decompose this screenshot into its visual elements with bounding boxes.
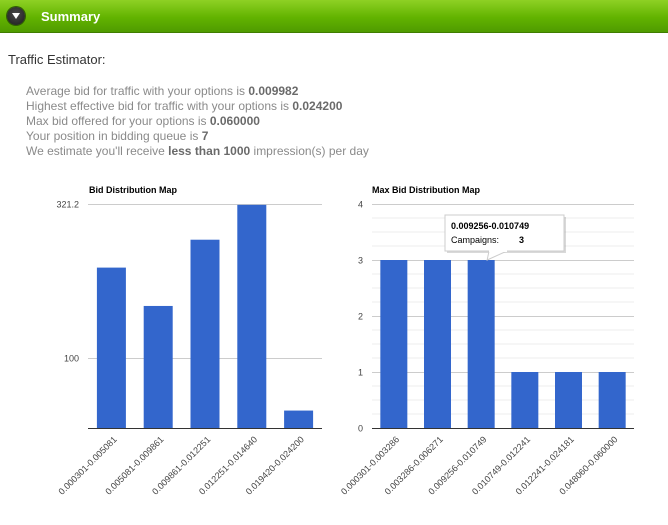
maxbid-y-tick-label: 4 bbox=[358, 200, 363, 210]
bid-bar[interactable] bbox=[284, 410, 314, 428]
queue-position-value: 7 bbox=[201, 129, 209, 143]
tooltip-pointer bbox=[486, 250, 508, 261]
max-bid-distribution-title: Max Bid Distribution Map bbox=[372, 185, 480, 195]
bid-y-tick-label: 321.2 bbox=[56, 200, 79, 210]
bid-bar[interactable] bbox=[143, 305, 173, 428]
highest-bid-line: Highest effective bid for traffic with y… bbox=[26, 99, 343, 113]
average-bid-value: 0.009982 bbox=[248, 84, 299, 98]
bid-distribution-title: Bid Distribution Map bbox=[89, 185, 177, 195]
maxbid-y-tick-label: 2 bbox=[358, 312, 363, 322]
max-bid-line: Max bid offered for your options is 0.06… bbox=[26, 114, 260, 128]
header-title: Summary bbox=[41, 9, 101, 24]
tooltip-campaigns-value: 3 bbox=[519, 235, 524, 245]
impressions-estimate-line: We estimate you'll receive less than 100… bbox=[26, 144, 369, 158]
tooltip-range: 0.009256-0.010749 bbox=[451, 221, 529, 231]
traffic-estimator-title: Traffic Estimator: bbox=[8, 52, 106, 67]
maxbid-bar[interactable] bbox=[380, 260, 408, 428]
bid-bar[interactable] bbox=[237, 204, 267, 428]
maxbid-bar[interactable] bbox=[424, 260, 451, 428]
maxbid-bar[interactable] bbox=[555, 372, 582, 428]
bid-y-tick-label: 100 bbox=[64, 354, 79, 364]
maxbid-y-tick-label: 0 bbox=[358, 424, 363, 434]
traffic-stats: Average bid for traffic with your option… bbox=[26, 84, 369, 159]
maxbid-y-tick-label: 1 bbox=[358, 368, 363, 378]
tooltip-box bbox=[444, 214, 565, 252]
maxbid-bar[interactable] bbox=[467, 260, 495, 428]
impressions-estimate-value: less than 1000 bbox=[168, 144, 251, 158]
maxbid-bar[interactable] bbox=[598, 372, 626, 428]
bid-bar[interactable] bbox=[96, 267, 126, 428]
maxbid-bar[interactable] bbox=[511, 372, 539, 428]
queue-position-line: Your position in bidding queue is 7 bbox=[26, 129, 209, 143]
max-bid-value: 0.060000 bbox=[209, 114, 260, 128]
tooltip-campaigns-label: Campaigns: bbox=[451, 235, 499, 245]
chevron-down-icon[interactable] bbox=[7, 7, 25, 25]
highest-bid-value: 0.024200 bbox=[292, 99, 343, 113]
average-bid-line: Average bid for traffic with your option… bbox=[26, 84, 299, 98]
maxbid-y-tick-label: 3 bbox=[358, 256, 363, 266]
summary-header[interactable]: Summary bbox=[0, 0, 668, 33]
bid-bar[interactable] bbox=[190, 239, 220, 428]
